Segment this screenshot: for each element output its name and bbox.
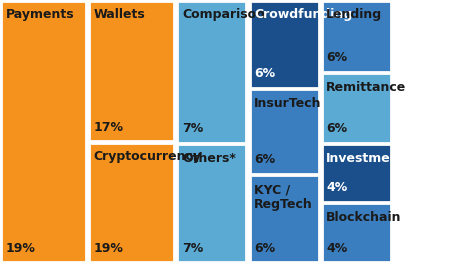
Text: 4%: 4% bbox=[326, 242, 347, 255]
Text: Others*: Others* bbox=[182, 152, 236, 165]
FancyBboxPatch shape bbox=[177, 144, 246, 262]
FancyBboxPatch shape bbox=[250, 175, 319, 262]
Text: 6%: 6% bbox=[254, 67, 275, 80]
FancyBboxPatch shape bbox=[250, 1, 319, 88]
Text: 7%: 7% bbox=[182, 122, 203, 135]
FancyBboxPatch shape bbox=[322, 73, 391, 143]
FancyBboxPatch shape bbox=[322, 203, 391, 262]
Text: Blockchain: Blockchain bbox=[326, 211, 402, 224]
Text: KYC /
RegTech: KYC / RegTech bbox=[254, 183, 313, 211]
Text: 19%: 19% bbox=[5, 242, 35, 255]
Text: Remittance: Remittance bbox=[326, 81, 407, 94]
Text: 6%: 6% bbox=[326, 51, 347, 64]
Text: 19%: 19% bbox=[94, 242, 123, 255]
Text: 6%: 6% bbox=[326, 122, 347, 135]
FancyBboxPatch shape bbox=[1, 1, 86, 262]
Text: Cryptocurrency: Cryptocurrency bbox=[94, 150, 202, 163]
FancyBboxPatch shape bbox=[89, 143, 174, 262]
FancyBboxPatch shape bbox=[322, 1, 391, 72]
Text: Comparison: Comparison bbox=[182, 8, 265, 21]
Text: 17%: 17% bbox=[94, 121, 124, 134]
FancyBboxPatch shape bbox=[250, 89, 319, 174]
FancyBboxPatch shape bbox=[89, 1, 174, 141]
FancyBboxPatch shape bbox=[322, 144, 391, 202]
Text: Wallets: Wallets bbox=[94, 8, 145, 21]
Text: Investment: Investment bbox=[326, 152, 406, 165]
Text: 7%: 7% bbox=[182, 242, 203, 255]
Text: Lending: Lending bbox=[326, 8, 383, 21]
Text: 4%: 4% bbox=[326, 181, 347, 194]
Text: Payments: Payments bbox=[5, 8, 74, 21]
Text: InsurTech: InsurTech bbox=[254, 97, 322, 109]
Text: 6%: 6% bbox=[254, 242, 275, 255]
Text: 6%: 6% bbox=[254, 154, 275, 166]
Text: Crowdfunding: Crowdfunding bbox=[254, 8, 352, 21]
FancyBboxPatch shape bbox=[177, 1, 246, 143]
